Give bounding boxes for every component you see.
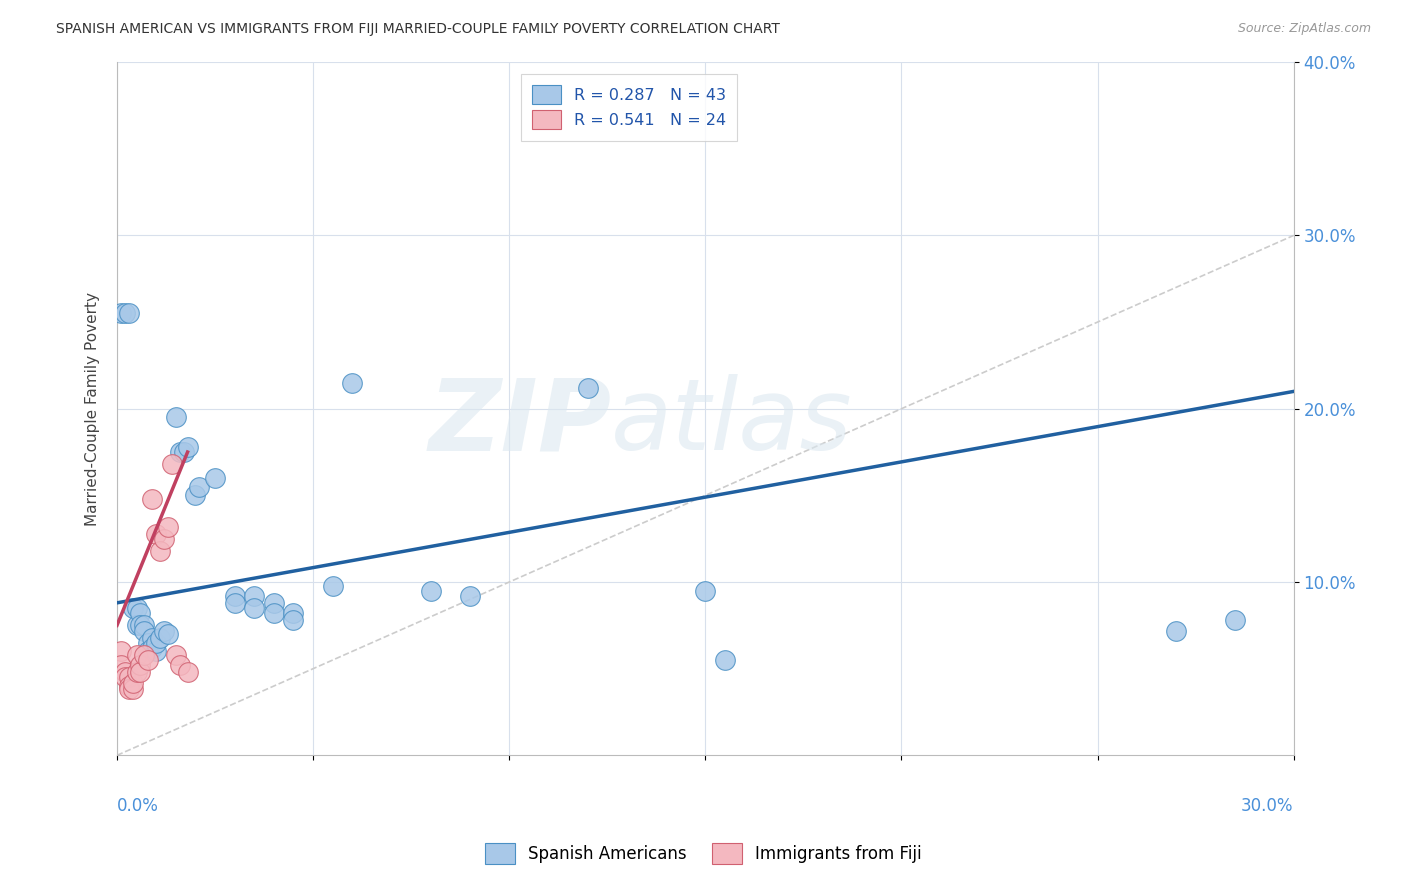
Point (458, 589, 481, 603)
Point (118, 679, 141, 693)
Point (243, 589, 266, 603)
Point (134, 624, 156, 638)
Text: ZIP: ZIP (429, 374, 612, 471)
Point (169, 445, 191, 459)
Point (156, 519, 179, 533)
Point (110, 306, 132, 320)
Point (125, 618, 148, 632)
Point (129, 658, 152, 673)
Text: Source: ZipAtlas.com: Source: ZipAtlas.com (1237, 22, 1371, 36)
Point (121, 601, 143, 615)
Point (134, 618, 156, 632)
Y-axis label: Married-Couple Family Poverty: Married-Couple Family Poverty (86, 292, 100, 525)
Point (176, 665, 198, 680)
Point (118, 682, 141, 697)
Point (129, 618, 152, 632)
Point (138, 644, 160, 658)
Point (169, 658, 191, 673)
Point (1223, 613, 1246, 627)
Point (141, 491, 163, 506)
Point (714, 653, 737, 667)
Point (243, 601, 266, 615)
Point (138, 653, 160, 667)
Point (145, 636, 167, 650)
Text: atlas: atlas (612, 374, 853, 471)
Point (118, 306, 141, 320)
Point (160, 457, 183, 471)
Point (138, 636, 160, 650)
Text: 30.0%: 30.0% (1241, 797, 1294, 815)
Point (156, 627, 179, 641)
Point (134, 648, 156, 662)
Point (114, 306, 136, 320)
Point (121, 682, 143, 697)
Point (322, 578, 344, 592)
Point (114, 670, 136, 684)
Point (141, 640, 163, 655)
Point (204, 471, 226, 485)
Point (184, 488, 207, 502)
Point (125, 601, 148, 615)
Point (283, 613, 305, 627)
Point (141, 631, 163, 645)
Point (145, 644, 167, 658)
Point (283, 606, 305, 620)
Point (121, 675, 143, 690)
Point (110, 644, 132, 658)
Point (173, 445, 195, 459)
Point (149, 631, 172, 645)
Text: SPANISH AMERICAN VS IMMIGRANTS FROM FIJI MARRIED-COUPLE FAMILY POVERTY CORRELATI: SPANISH AMERICAN VS IMMIGRANTS FROM FIJI… (56, 22, 780, 37)
Point (165, 410, 187, 425)
Point (149, 544, 172, 558)
Point (129, 606, 152, 620)
Point (224, 589, 246, 603)
Point (263, 606, 285, 620)
Point (342, 376, 364, 390)
Point (176, 440, 198, 454)
Point (263, 596, 285, 610)
Point (224, 596, 246, 610)
Point (145, 526, 167, 541)
Point (576, 381, 599, 395)
Point (125, 648, 148, 662)
Point (165, 648, 187, 662)
Point (1164, 624, 1187, 638)
Point (118, 670, 141, 684)
Legend: Spanish Americans, Immigrants from Fiji: Spanish Americans, Immigrants from Fiji (478, 837, 928, 871)
Point (110, 658, 132, 673)
Point (125, 665, 148, 680)
Point (153, 532, 176, 546)
Point (129, 665, 152, 680)
Point (114, 665, 136, 680)
Point (419, 583, 441, 598)
Legend: R = 0.287   N = 43, R = 0.541   N = 24: R = 0.287 N = 43, R = 0.541 N = 24 (520, 74, 737, 141)
Point (188, 480, 211, 494)
Point (153, 624, 176, 638)
Text: 0.0%: 0.0% (117, 797, 159, 815)
Point (695, 583, 717, 598)
